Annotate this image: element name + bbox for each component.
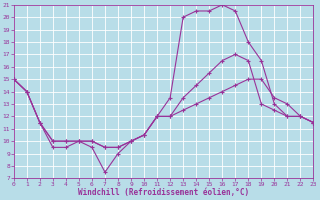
X-axis label: Windchill (Refroidissement éolien,°C): Windchill (Refroidissement éolien,°C) xyxy=(78,188,249,197)
